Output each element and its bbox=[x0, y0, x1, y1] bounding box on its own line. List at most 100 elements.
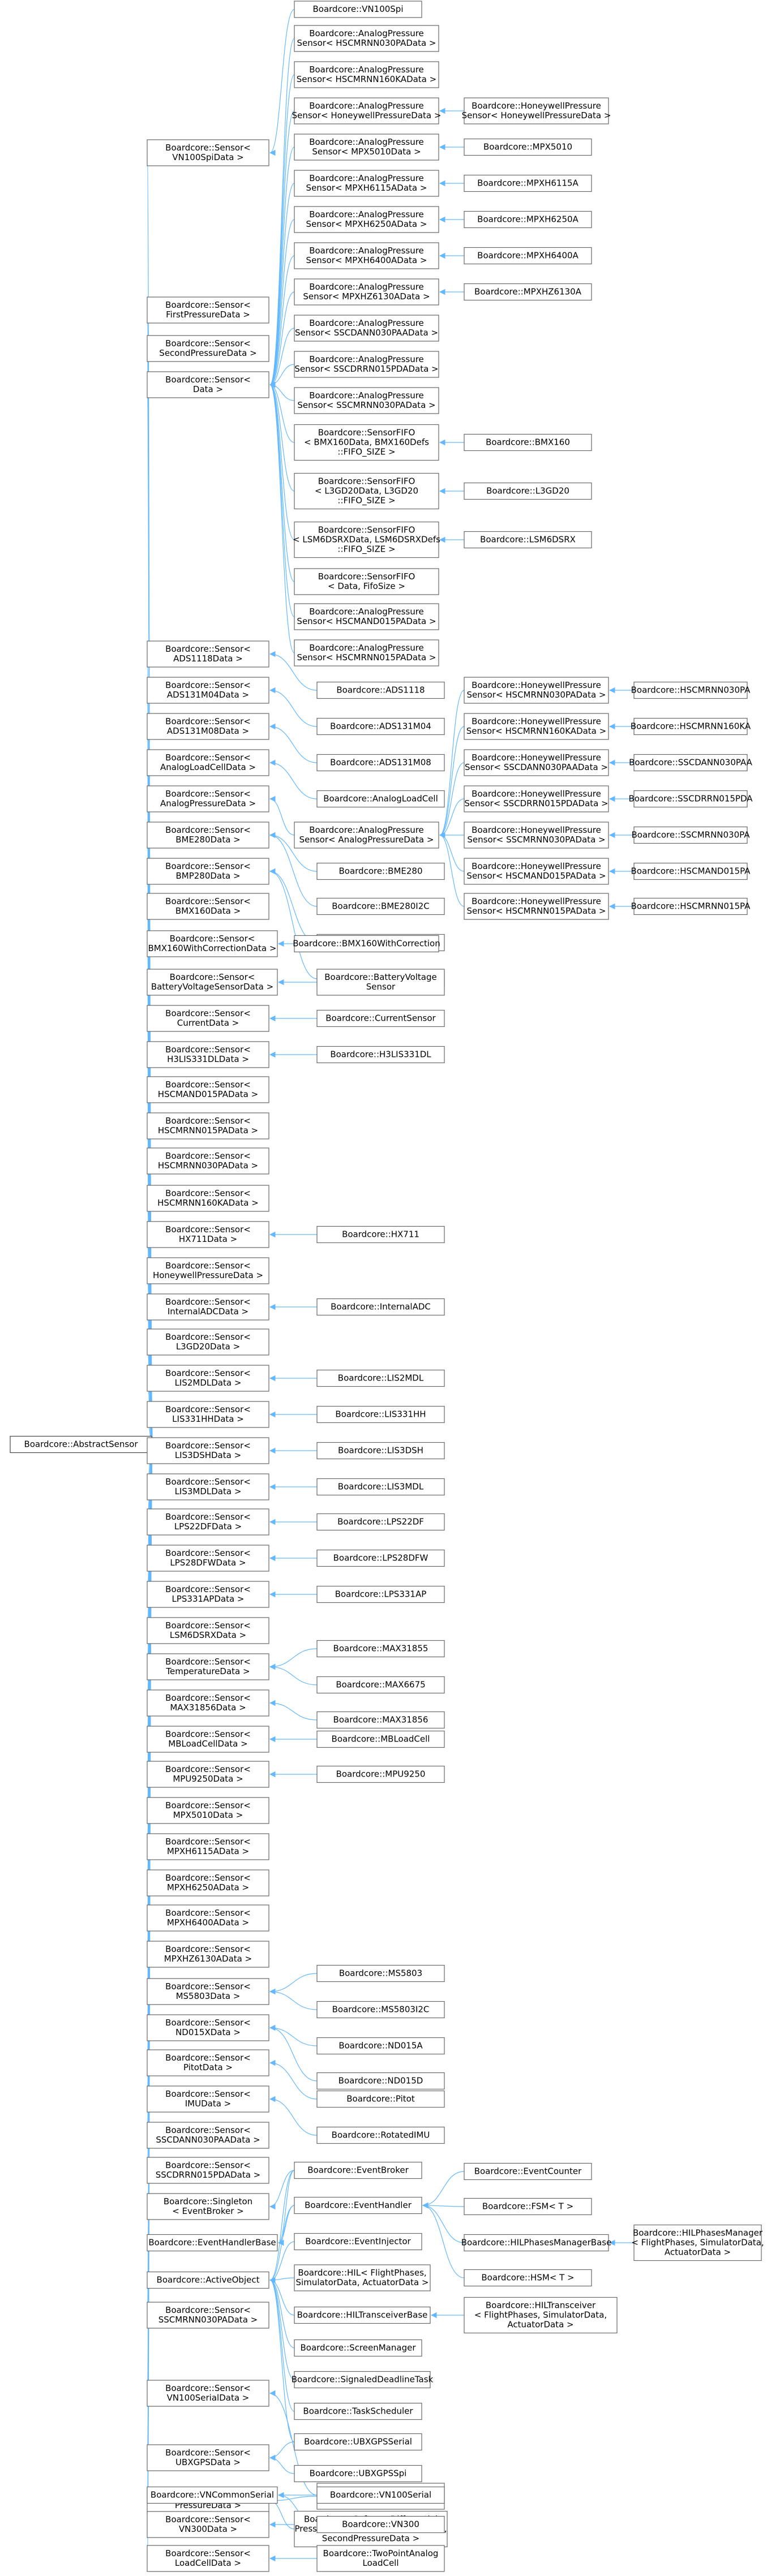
class-node-lps331ap[interactable]: Boardcore::LPS331AP bbox=[316, 1585, 445, 1603]
class-node-eventcounter[interactable]: Boardcore::EventCounter bbox=[464, 2162, 592, 2181]
class-node-hilpmb[interactable]: Boardcore::HILPhasesManagerBase bbox=[461, 2234, 612, 2252]
class-node-s-mpxhz6130[interactable]: Boardcore::Sensor<MPXHZ6130AData > bbox=[147, 1941, 269, 1968]
class-node-s-hscmrnn030[interactable]: Boardcore::Sensor<HSCMRNN030PAData > bbox=[147, 1147, 269, 1175]
class-node-root[interactable]: Boardcore::AbstractSensor bbox=[10, 1435, 152, 1453]
class-node-mpx5010[interactable]: Boardcore::MPX5010 bbox=[464, 138, 592, 156]
class-node-eventbroker[interactable]: Boardcore::EventBroker bbox=[294, 2161, 422, 2179]
class-node-hscmrnn160ka[interactable]: Boardcore::HSCMRNN160KA bbox=[631, 717, 751, 736]
class-node-s-analogload[interactable]: Boardcore::Sensor<AnalogLoadCellData > bbox=[147, 749, 269, 776]
class-node-s-current[interactable]: Boardcore::Sensor<CurrentData > bbox=[147, 1005, 269, 1032]
class-node-s-vn300[interactable]: Boardcore::Sensor<VN300Data > bbox=[147, 2511, 269, 2538]
class-node-lis3mdl[interactable]: Boardcore::LIS3MDL bbox=[316, 1478, 445, 1496]
class-node-nd015a[interactable]: Boardcore::ND015A bbox=[316, 2037, 445, 2055]
class-node-mpxhz6130[interactable]: Boardcore::MPXHZ6130A bbox=[464, 283, 592, 301]
class-node-fifo-gen[interactable]: Boardcore::SensorFIFO< Data, FifoSize > bbox=[294, 568, 439, 595]
class-node-s-mbload[interactable]: Boardcore::Sensor<MBLoadCellData > bbox=[147, 1726, 269, 1753]
class-node-battery[interactable]: Boardcore::BatteryVoltageSensor bbox=[316, 969, 445, 996]
class-node-sscdann030paa[interactable]: Boardcore::SSCDANN030PAA bbox=[629, 754, 753, 772]
class-node-mbload[interactable]: Boardcore::MBLoadCell bbox=[316, 1730, 445, 1748]
class-node-s-lps331ap[interactable]: Boardcore::Sensor<LPS331APData > bbox=[147, 1581, 269, 1608]
class-node-s-ads131m08[interactable]: Boardcore::Sensor<ADS131M08Data > bbox=[147, 713, 269, 740]
class-node-analogload[interactable]: Boardcore::AnalogLoadCell bbox=[316, 790, 445, 808]
class-node-s-lps22df[interactable]: Boardcore::Sensor<LPS22DFData > bbox=[147, 1508, 269, 1536]
class-node-ehbase[interactable]: Boardcore::EventHandlerBase bbox=[147, 2234, 278, 2252]
class-node-lis3dsh[interactable]: Boardcore::LIS3DSH bbox=[316, 1442, 445, 1460]
class-node-hil[interactable]: Boardcore::HIL< FlightPhases,SimulatorDa… bbox=[294, 2264, 431, 2291]
class-node-s-mpxh6400[interactable]: Boardcore::Sensor<MPXH6400AData > bbox=[147, 1904, 269, 1932]
class-node-s-lis3dsh[interactable]: Boardcore::Sensor<LIS3DSHData > bbox=[147, 1437, 269, 1464]
class-node-ms5803i2c[interactable]: Boardcore::MS5803I2C bbox=[316, 2001, 445, 2019]
class-node-max6675[interactable]: Boardcore::MAX6675 bbox=[316, 1676, 445, 1694]
class-node-lsm6dsrx[interactable]: Boardcore::LSM6DSRX bbox=[464, 531, 592, 549]
class-node-s-imu[interactable]: Boardcore::Sensor<IMUData > bbox=[147, 2085, 269, 2113]
class-node-max31856[interactable]: Boardcore::MAX31856 bbox=[316, 1711, 445, 1729]
class-node-s-mpxh6115[interactable]: Boardcore::Sensor<MPXH6115AData > bbox=[147, 1833, 269, 1860]
class-node-bme280i2c[interactable]: Boardcore::BME280I2C bbox=[316, 897, 445, 915]
class-node-lis331hh[interactable]: Boardcore::LIS331HH bbox=[316, 1405, 445, 1424]
class-node-eventinjector[interactable]: Boardcore::EventInjector bbox=[294, 2233, 422, 2251]
class-node-hsm[interactable]: Boardcore::HSM< T > bbox=[464, 2269, 592, 2287]
class-node-ads131m04[interactable]: Boardcore::ADS131M04 bbox=[316, 717, 445, 736]
class-node-singleton[interactable]: Boardcore::Singleton< EventBroker > bbox=[147, 2193, 269, 2220]
class-node-vn300[interactable]: Boardcore::VN300 bbox=[316, 2515, 445, 2534]
class-node-s-mpx5010[interactable]: Boardcore::Sensor<MPX5010Data > bbox=[147, 1797, 269, 1824]
class-node-s-firstp[interactable]: Boardcore::Sensor<FirstPressureData > bbox=[147, 296, 269, 324]
class-node-sscdrrn015pda[interactable]: Boardcore::SSCDRRN015PDA bbox=[628, 790, 753, 808]
class-node-fifo-l3g[interactable]: Boardcore::SensorFIFO< L3GD20Data, L3GD2… bbox=[294, 472, 439, 510]
class-node-rotatedimu[interactable]: Boardcore::RotatedIMU bbox=[316, 2126, 445, 2144]
class-node-vn100spi[interactable]: Boardcore::VN100Spi bbox=[294, 1, 422, 18]
class-node-s-hx711[interactable]: Boardcore::Sensor<HX711Data > bbox=[147, 1221, 269, 1248]
class-node-fsm[interactable]: Boardcore::FSM< T > bbox=[464, 2197, 592, 2216]
class-node-ubxgpsspi[interactable]: Boardcore::UBXGPSSpi bbox=[294, 2465, 422, 2483]
class-node-s-hscmrnn015[interactable]: Boardcore::Sensor<HSCMRNN015PAData > bbox=[147, 1112, 269, 1139]
class-node-s-internaladc[interactable]: Boardcore::Sensor<InternalADCData > bbox=[147, 1293, 269, 1321]
class-node-s-bmx160wc[interactable]: Boardcore::Sensor<BMX160WithCorrectionDa… bbox=[147, 930, 278, 957]
class-node-s-hscmrnn160[interactable]: Boardcore::Sensor<HSCMRNN160KAData > bbox=[147, 1185, 269, 1212]
class-node-h3lis[interactable]: Boardcore::H3LIS331DL bbox=[316, 1046, 445, 1064]
class-node-s-analogpress[interactable]: Boardcore::Sensor<AnalogPressureData > bbox=[147, 785, 269, 812]
class-node-mpu9250[interactable]: Boardcore::MPU9250 bbox=[316, 1765, 445, 1783]
class-node-s-ubxgps[interactable]: Boardcore::Sensor<UBXGPSData > bbox=[147, 2444, 269, 2471]
class-node-s-honeywell[interactable]: Boardcore::Sensor<HoneywellPressureData … bbox=[147, 1257, 269, 1284]
class-node-ads131m08[interactable]: Boardcore::ADS131M08 bbox=[316, 754, 445, 772]
class-node-s-vn100serial[interactable]: Boardcore::Sensor<VN100SerialData > bbox=[147, 2380, 269, 2407]
class-node-s-nd015[interactable]: Boardcore::Sensor<ND015XData > bbox=[147, 2014, 269, 2041]
class-node-internaladc[interactable]: Boardcore::InternalADC bbox=[316, 1298, 445, 1316]
class-node-bmx160[interactable]: Boardcore::BMX160 bbox=[464, 433, 592, 451]
class-node-s-lis331hh[interactable]: Boardcore::Sensor<LIS331HHData > bbox=[147, 1401, 269, 1428]
class-node-lis2mdl[interactable]: Boardcore::LIS2MDL bbox=[316, 1369, 445, 1387]
class-node-s-bme280[interactable]: Boardcore::Sensor<BME280Data > bbox=[147, 822, 269, 849]
class-node-hscmand015pa[interactable]: Boardcore::HSCMAND015PA bbox=[631, 862, 751, 880]
class-node-s-vn100spi[interactable]: Boardcore::Sensor<VN100SpiData > bbox=[147, 139, 269, 166]
class-node-activeobj[interactable]: Boardcore::ActiveObject bbox=[147, 2271, 269, 2289]
class-node-current[interactable]: Boardcore::CurrentSensor bbox=[316, 1009, 445, 1027]
class-node-s-mpxh6250[interactable]: Boardcore::Sensor<MPXH6250AData > bbox=[147, 1869, 269, 1896]
class-node-tasksched[interactable]: Boardcore::TaskScheduler bbox=[294, 2402, 422, 2420]
class-node-s-ads1118[interactable]: Boardcore::Sensor<ADS1118Data > bbox=[147, 640, 269, 668]
class-node-ubxgpsserial[interactable]: Boardcore::UBXGPSSerial bbox=[294, 2433, 422, 2451]
class-node-s-battery[interactable]: Boardcore::Sensor<BatteryVoltageSensorDa… bbox=[147, 969, 278, 996]
class-node-l3gd20[interactable]: Boardcore::L3GD20 bbox=[464, 482, 592, 500]
class-node-hx711[interactable]: Boardcore::HX711 bbox=[316, 1225, 445, 1244]
class-node-lps28dfw[interactable]: Boardcore::LPS28DFW bbox=[316, 1549, 445, 1567]
class-node-s-bmx160[interactable]: Boardcore::Sensor<BMX160Data > bbox=[147, 893, 269, 920]
class-node-mpxh6250[interactable]: Boardcore::MPXH6250A bbox=[464, 210, 592, 229]
class-node-eventhandler[interactable]: Boardcore::EventHandler bbox=[294, 2196, 422, 2214]
class-node-s-ssc030[interactable]: Boardcore::Sensor<SSCDANN030PAAData > bbox=[147, 2122, 269, 2149]
